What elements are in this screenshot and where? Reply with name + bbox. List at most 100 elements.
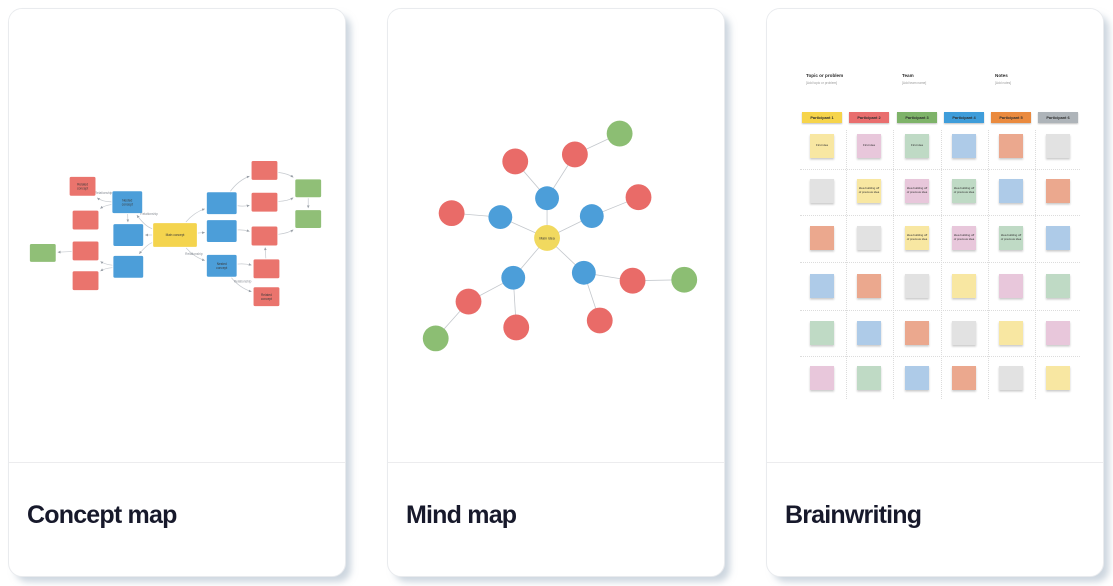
sticky-note-blue (952, 134, 976, 158)
sticky-note-gray (999, 366, 1023, 390)
mind-map-node-blue (571, 260, 596, 285)
concept-node-blue (113, 255, 144, 278)
mind-map-node-green (671, 266, 698, 293)
concept-node-red (253, 259, 280, 279)
sticky-note-pink: First idea (857, 134, 881, 158)
concept-node-red (251, 226, 278, 246)
sticky-note-salmon (1046, 179, 1070, 203)
template-card-brainwriting[interactable]: Topic or problem [Add topic or problem] Te… (766, 8, 1104, 577)
concept-edge-label: Relationship (234, 280, 252, 284)
sticky-note-salmon (905, 321, 929, 345)
mind-map-node-blue (579, 204, 604, 229)
grid-line-vertical (1034, 130, 1036, 399)
sticky-note-yellow: Idea building off of previous idea (905, 226, 929, 250)
concept-edge (100, 267, 113, 272)
template-card-concept-map[interactable]: Relationship Relationship Relationship Rela… (8, 8, 346, 577)
mind-map-node-red (438, 200, 465, 227)
sticky-note-green (857, 366, 881, 390)
concept-edge (278, 172, 294, 178)
concept-node-green (29, 243, 56, 262)
sticky-note-blue (905, 366, 929, 390)
participant-header: Participant 6 (1038, 112, 1078, 123)
concept-edge (237, 204, 250, 208)
grid-line-vertical (893, 130, 894, 399)
card-title-concept-map: Concept map (27, 501, 177, 529)
concept-edge (96, 197, 112, 203)
concept-node-red (251, 192, 278, 212)
grid-line-horizontal (800, 309, 1080, 311)
concept-edge (278, 229, 294, 235)
sticky-note-blue (857, 321, 881, 345)
brainwriting-preview: Topic or problem [Add topic or problem] Te… (767, 9, 1103, 462)
participant-header: Participant 5 (991, 112, 1031, 123)
grid-line-horizontal (800, 262, 1080, 263)
concept-edge (230, 175, 250, 192)
template-card-mind-map[interactable]: Main idea Mind map (387, 8, 725, 577)
mind-map-node-red (619, 267, 646, 294)
concept-node-red (69, 176, 96, 196)
concept-edge-label: Relationship (140, 212, 158, 216)
concept-node-blue (206, 254, 237, 277)
mind-map-node-blue (535, 186, 559, 211)
concept-node-red (253, 287, 280, 307)
template-gallery: Relationship Relationship Relationship Rela… (8, 8, 1104, 577)
card-title-mind-map: Mind map (406, 501, 517, 529)
sticky-note-green (810, 321, 834, 345)
mind-map-center-node (534, 225, 560, 251)
sticky-note-pink (1046, 321, 1070, 345)
sticky-note-blue (1046, 226, 1070, 250)
mind-map-node-green (422, 325, 449, 352)
mind-map-preview: Main idea (388, 9, 724, 462)
sticky-note-salmon (999, 134, 1023, 158)
concept-edge (100, 204, 112, 209)
mind-map-node-red (561, 141, 588, 168)
sticky-note-salmon (810, 226, 834, 250)
sticky-note-yellow (1046, 366, 1070, 390)
sticky-note-gray (857, 226, 881, 250)
sticky-note-green (1046, 274, 1070, 298)
sticky-note-pink (810, 366, 834, 390)
concept-edge (136, 214, 153, 229)
section-title: Team (902, 73, 914, 78)
mind-map-node-red (625, 184, 652, 211)
section-subtitle: [Add team name] (902, 81, 927, 85)
participant-header: Participant 3 (897, 112, 937, 123)
sticky-note-yellow (952, 274, 976, 298)
concept-edge (237, 229, 250, 232)
concept-edge (185, 247, 205, 261)
sticky-note-yellow (999, 321, 1023, 345)
sticky-note-gray (1046, 134, 1070, 158)
sticky-note-green: First idea (905, 134, 929, 158)
brainwriting-section-header: Topic or problem [Add topic or problem] (806, 73, 843, 85)
mind-map-node-red (502, 148, 529, 175)
mind-map-node-red (586, 307, 613, 334)
participant-header: Participant 1 (802, 112, 842, 123)
mind-map-node-green (606, 120, 633, 147)
concept-node-blue (112, 191, 143, 214)
concept-edge (57, 250, 72, 254)
concept-node-red (72, 271, 99, 291)
concept-edge (197, 231, 205, 235)
section-title: Topic or problem (806, 73, 844, 78)
concept-node-yellow (153, 223, 197, 247)
concept-node-red (72, 210, 99, 230)
concept-node-label: Main concept (166, 233, 185, 237)
mind-map-center-label: Main idea (539, 236, 554, 240)
concept-node-blue (206, 220, 237, 242)
grid-line-vertical (845, 130, 847, 399)
concept-edge (100, 261, 113, 266)
brainwriting-section-header: Notes [Add notes] (995, 73, 1011, 85)
concept-node-blue (113, 224, 144, 246)
sticky-note-pink: Idea building off of previous idea (905, 179, 929, 203)
mind-map-node-red (455, 288, 482, 315)
sticky-note-yellow: First idea (810, 134, 834, 158)
grid-line-vertical (987, 130, 989, 399)
sticky-note-blue (810, 274, 834, 298)
concept-edge (263, 247, 267, 259)
concept-edge-label: Relationship (185, 252, 203, 256)
mind-map-node-blue (488, 205, 513, 230)
section-subtitle: [Add topic or problem] (806, 81, 838, 85)
sticky-note-pink (999, 274, 1023, 298)
sticky-note-green: Idea building off of previous idea (999, 226, 1023, 250)
concept-node-green (295, 179, 322, 198)
